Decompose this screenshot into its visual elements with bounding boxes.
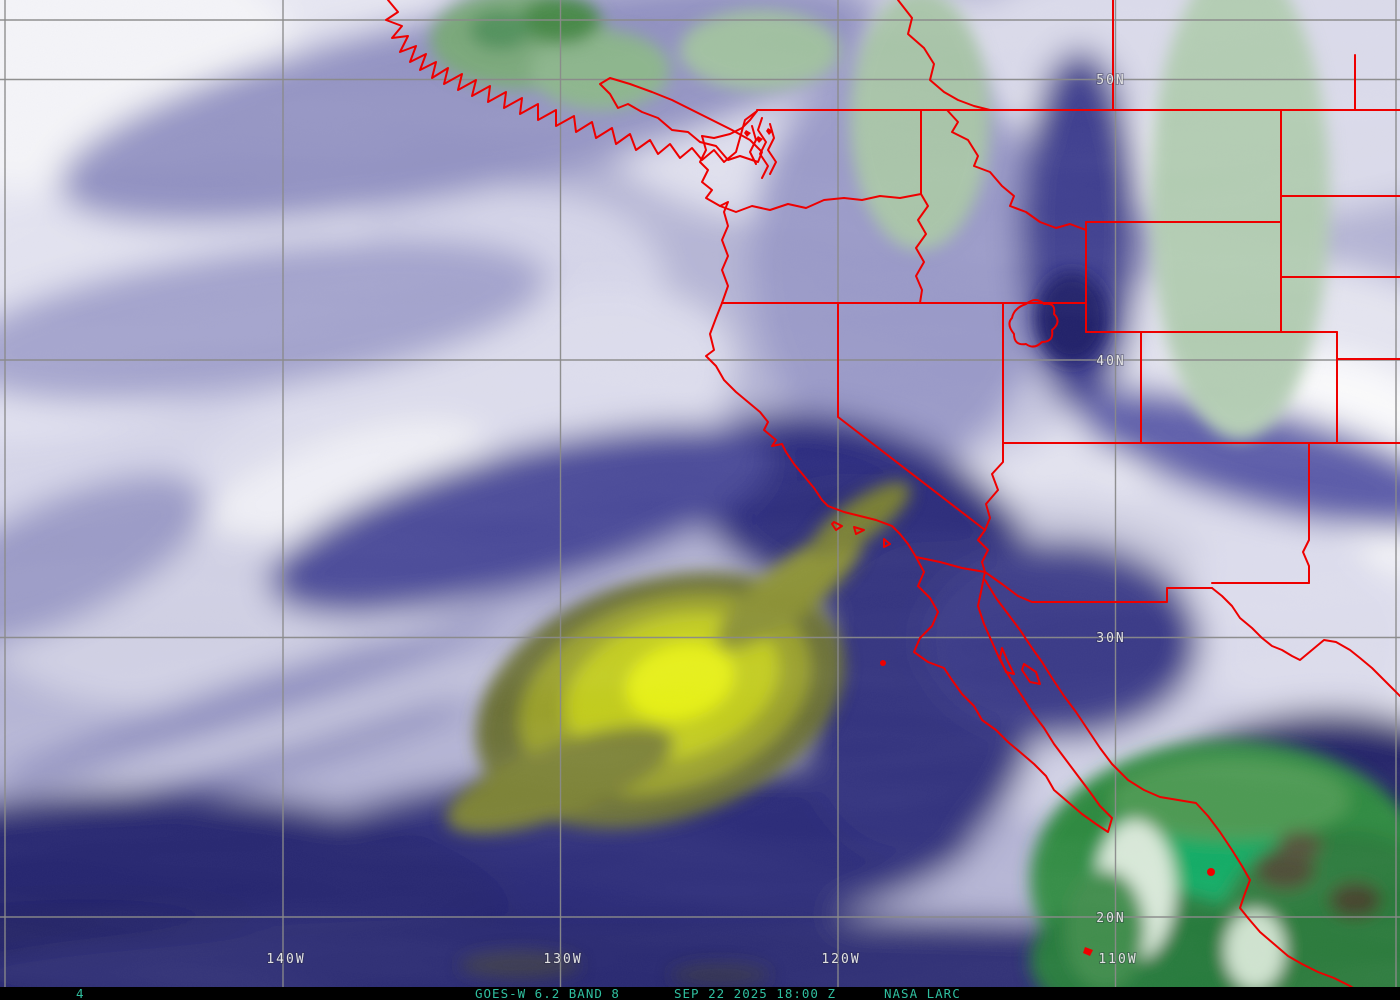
nm-east-border [1302,442,1310,584]
bc-coastline [385,0,758,163]
us-mexico-border [915,556,1213,603]
rio-grande [1211,587,1400,697]
vancouver-island [599,77,763,163]
lon-label-110w: 110W [1098,952,1137,967]
great-salt-lake [1008,299,1059,348]
mexico-coastline [984,579,1369,1000]
lon-label-140w: 140W [266,952,305,967]
gulf-islands-mx [999,647,1041,685]
small-island-marker [1083,947,1093,956]
lon-label-120w: 120W [821,952,860,967]
caption-bar: 4 GOES-W 6.2 BAND 8 SEP 22 2025 18:00 Z … [0,987,1400,1000]
gulf-islands [744,128,773,143]
frame-number: 4 [76,986,85,1000]
map-boundaries [385,0,1400,1000]
wa-or-coastline [699,135,729,304]
channel-islands [831,521,891,548]
baja-coastline [913,556,1113,833]
lat-label-40n: 40N [1096,354,1125,369]
puget-sound [701,110,777,179]
id-or-border [915,193,929,304]
nv-az-border [984,442,1004,531]
grid-labels: 50N 40N 30N 20N 140W 130W 120W 110W [265,72,1137,968]
ca-nv-border [837,302,986,531]
ca-coastline [705,302,917,558]
caption-credit: NASA LARC [884,986,961,1000]
bc-alberta-border [897,0,991,111]
lat-label-50n: 50N [1096,73,1125,88]
lat-label-30n: 30N [1096,631,1125,646]
lon-label-130w: 130W [543,952,582,967]
id-mt-border [946,109,1087,231]
az-ca-river-border [977,529,989,573]
caption-product: GOES-W 6.2 BAND 8 [475,986,620,1000]
guadalupe-island [880,660,886,666]
lat-label-20n: 20N [1096,911,1125,926]
wa-or-border [719,193,922,213]
coastal-marker [1207,868,1215,876]
caption-datetime: SEP 22 2025 18:00 Z [674,986,836,1000]
